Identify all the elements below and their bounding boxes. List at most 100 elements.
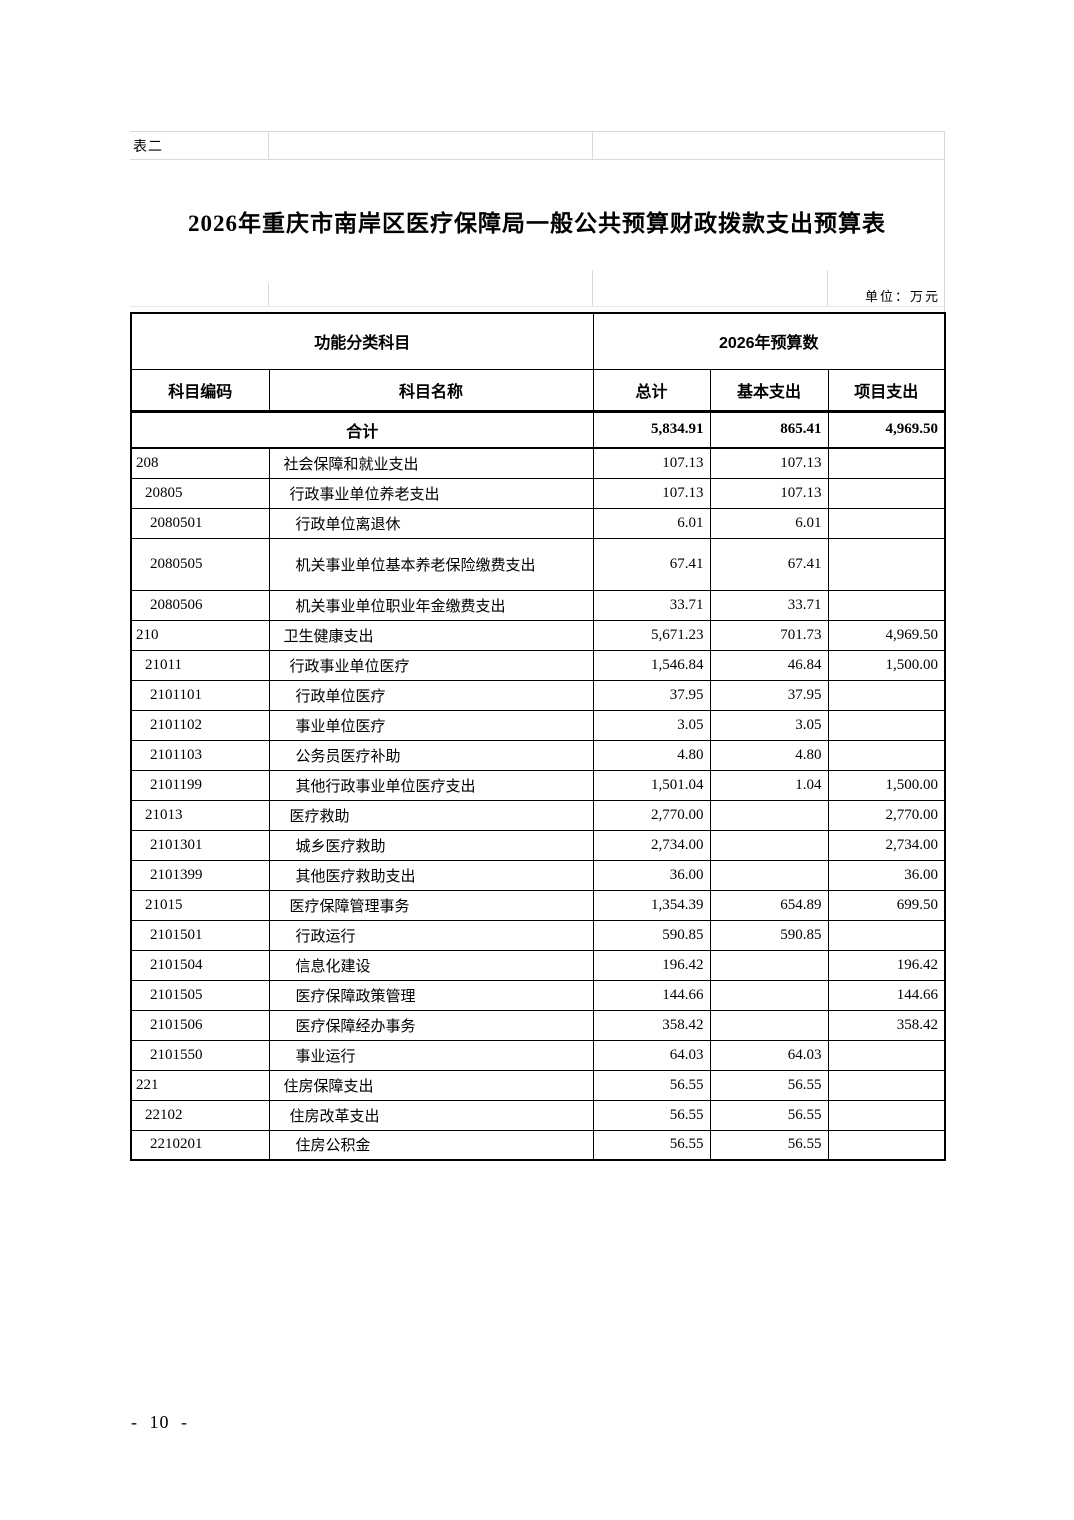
project-expense-value: 36.00	[827, 859, 946, 891]
basic-expense-value: 590.85	[709, 919, 829, 951]
project-expense-value	[827, 507, 946, 539]
unit-label: 单位：万元	[864, 289, 940, 304]
basic-expense-value: 37.95	[709, 679, 829, 711]
grid-line	[268, 131, 269, 159]
subject-code: 2101501	[130, 919, 270, 951]
total-value: 56.55	[592, 1129, 711, 1161]
subject-name: 公务员医疗补助	[268, 739, 594, 771]
total-value: 67.41	[592, 537, 711, 591]
total-value: 64.03	[592, 1039, 711, 1071]
basic-expense-value: 56.55	[709, 1069, 829, 1101]
subject-name: 其他行政事业单位医疗支出	[268, 769, 594, 801]
subject-code: 21013	[130, 799, 270, 831]
table-row: 2101101 行政单位医疗 37.95 37.95	[130, 679, 946, 711]
subject-name: 社会保障和就业支出	[268, 447, 594, 479]
total-value: 3.05	[592, 709, 711, 741]
page-number: - 10 -	[131, 1412, 188, 1432]
table-row: 2101501 行政运行 590.85 590.85	[130, 919, 946, 951]
column-header-code: 科目编码	[130, 368, 270, 413]
table-row: 2101506 医疗保障经办事务 358.42 358.42	[130, 1009, 946, 1041]
grid-line	[268, 283, 269, 306]
project-expense-value: 358.42	[827, 1009, 946, 1041]
total-value: 144.66	[592, 979, 711, 1011]
subject-code: 21011	[130, 649, 270, 681]
subject-name: 行政单位医疗	[268, 679, 594, 711]
grid-line	[592, 131, 593, 159]
basic-expense-value: 56.55	[709, 1129, 829, 1161]
grid-line	[592, 270, 593, 306]
basic-expense-value	[709, 799, 829, 831]
grand-total-project: 4,969.50	[827, 410, 946, 449]
table-row: 22102 住房改革支出 56.55 56.55	[130, 1099, 946, 1131]
subject-name: 机关事业单位职业年金缴费支出	[268, 589, 594, 621]
subject-code: 2101399	[130, 859, 270, 891]
basic-expense-value	[709, 859, 829, 891]
grand-total-total: 5,834.91	[592, 410, 711, 449]
column-header-project: 项目支出	[827, 368, 946, 413]
table-row: 2080506 机关事业单位职业年金缴费支出 33.71 33.71	[130, 589, 946, 621]
page-title: 2026年重庆市南岸区医疗保障局一般公共预算财政拨款支出预算表	[188, 211, 886, 236]
column-header-basic: 基本支出	[709, 368, 829, 413]
subject-name: 机关事业单位基本养老保险缴费支出	[268, 537, 594, 591]
table-row: 2101550 事业运行 64.03 64.03	[130, 1039, 946, 1071]
table-row: 2101504 信息化建设 196.42 196.42	[130, 949, 946, 981]
table-row: 2101103 公务员医疗补助 4.80 4.80	[130, 739, 946, 771]
total-value: 1,354.39	[592, 889, 711, 921]
subject-name: 行政事业单位养老支出	[268, 477, 594, 509]
subject-code: 21015	[130, 889, 270, 921]
subject-code: 2080505	[130, 537, 270, 591]
basic-expense-value: 67.41	[709, 537, 829, 591]
subject-name: 行政运行	[268, 919, 594, 951]
project-expense-value: 1,500.00	[827, 769, 946, 801]
table-body: 合计 5,834.91 865.41 4,969.50 208 社会保障和就业支…	[130, 410, 946, 1161]
total-value: 56.55	[592, 1099, 711, 1131]
budget-table: 功能分类科目 2026年预算数 科目编码 科目名称 总计 基本支出 项目支出 合…	[130, 312, 947, 1161]
subject-name: 事业单位医疗	[268, 709, 594, 741]
subject-name: 信息化建设	[268, 949, 594, 981]
basic-expense-value: 6.01	[709, 507, 829, 539]
subject-code: 2101505	[130, 979, 270, 1011]
total-value: 590.85	[592, 919, 711, 951]
grid-line	[827, 270, 828, 306]
basic-expense-value	[709, 949, 829, 981]
project-expense-value	[827, 477, 946, 509]
subject-name: 医疗保障政策管理	[268, 979, 594, 1011]
subject-code: 208	[130, 447, 270, 479]
table-row: 21011 行政事业单位医疗 1,546.84 46.84 1,500.00	[130, 649, 946, 681]
total-value: 358.42	[592, 1009, 711, 1041]
subject-code: 2080501	[130, 507, 270, 539]
project-expense-value: 2,770.00	[827, 799, 946, 831]
subject-name: 其他医疗救助支出	[268, 859, 594, 891]
subject-name: 城乡医疗救助	[268, 829, 594, 861]
header-function-group: 功能分类科目	[130, 312, 594, 370]
basic-expense-value: 46.84	[709, 649, 829, 681]
table-row: 2101505 医疗保障政策管理 144.66 144.66	[130, 979, 946, 1011]
project-expense-value	[827, 447, 946, 479]
subject-name: 住房改革支出	[268, 1099, 594, 1131]
basic-expense-value: 1.04	[709, 769, 829, 801]
total-value: 1,501.04	[592, 769, 711, 801]
project-expense-value	[827, 1069, 946, 1101]
table-row: 21015 医疗保障管理事务 1,354.39 654.89 699.50	[130, 889, 946, 921]
project-expense-value	[827, 1039, 946, 1071]
subject-code: 22102	[130, 1099, 270, 1131]
subject-code: 2101506	[130, 1009, 270, 1041]
project-expense-value	[827, 919, 946, 951]
table-row: 208 社会保障和就业支出 107.13 107.13	[130, 447, 946, 479]
project-expense-value	[827, 679, 946, 711]
subject-code: 2101102	[130, 709, 270, 741]
project-expense-value: 144.66	[827, 979, 946, 1011]
subject-name: 卫生健康支出	[268, 619, 594, 651]
project-expense-value: 699.50	[827, 889, 946, 921]
basic-expense-value	[709, 829, 829, 861]
basic-expense-value: 701.73	[709, 619, 829, 651]
subject-code: 2080506	[130, 589, 270, 621]
header-columns-row: 科目编码 科目名称 总计 基本支出 项目支出	[130, 368, 946, 413]
total-value: 196.42	[592, 949, 711, 981]
table-corner-label: 表二	[133, 140, 163, 155]
subject-code: 2101504	[130, 949, 270, 981]
grand-total-basic: 865.41	[709, 410, 829, 449]
total-value: 5,671.23	[592, 619, 711, 651]
grid-line	[130, 159, 944, 160]
